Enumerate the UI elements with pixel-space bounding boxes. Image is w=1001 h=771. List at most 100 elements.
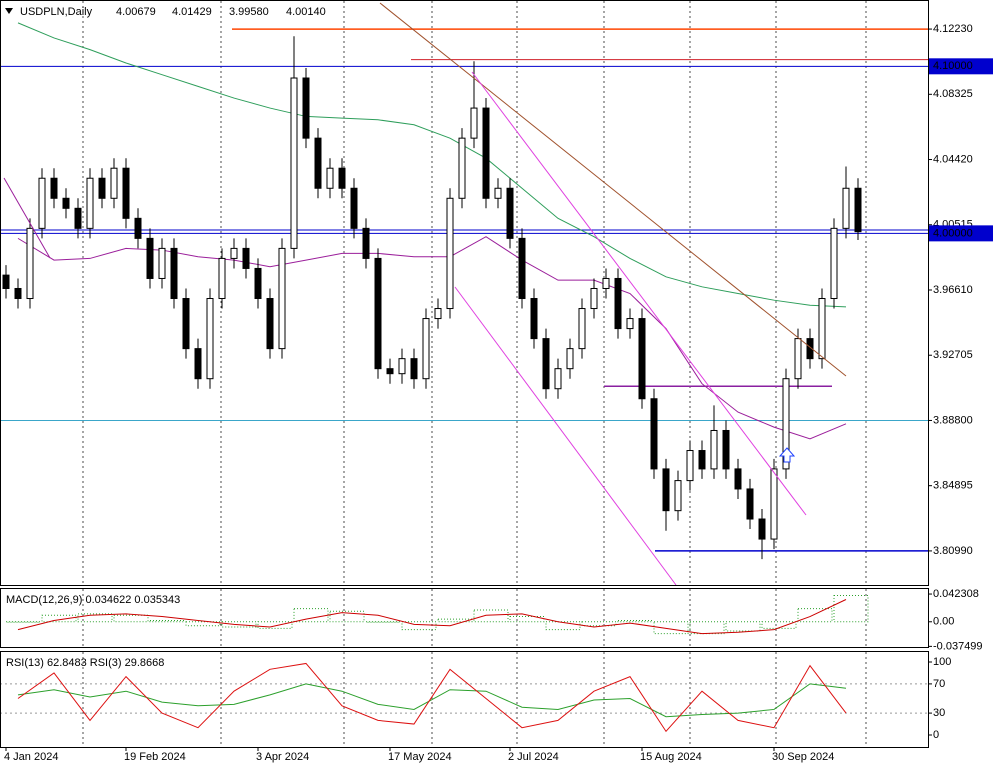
candle-body bbox=[62, 197, 70, 209]
macd-y-tick-label: -0.037499 bbox=[933, 640, 983, 652]
candle-body bbox=[146, 237, 154, 279]
candle-body bbox=[206, 298, 214, 380]
candle-body bbox=[602, 277, 610, 289]
macd-histogram-bar bbox=[221, 621, 257, 628]
y-tick-label: 3.88800 bbox=[933, 414, 973, 426]
candle-body bbox=[278, 247, 286, 350]
macd-histogram-bar bbox=[41, 614, 77, 623]
x-tick-label: 3 Apr 2024 bbox=[256, 751, 309, 763]
macd-histogram-bar bbox=[293, 608, 329, 623]
x-tick-label: 17 May 2024 bbox=[388, 751, 452, 763]
macd-title: MACD(12,26,9) 0.034622 0.035343 bbox=[6, 594, 180, 606]
rsi-y-tick-label: 30 bbox=[933, 707, 945, 719]
candle-body bbox=[110, 167, 118, 199]
candle-body bbox=[758, 518, 766, 540]
channel-line bbox=[454, 286, 677, 586]
candle-body bbox=[710, 429, 718, 470]
macd-histogram-bar bbox=[473, 609, 509, 623]
candle-body bbox=[698, 450, 706, 470]
candle-body bbox=[458, 137, 466, 199]
macd-histogram-bar bbox=[365, 621, 401, 623]
candle-body bbox=[350, 187, 358, 229]
candle-body bbox=[38, 177, 46, 229]
macd-histogram-bar bbox=[113, 614, 149, 623]
y-tick-label: 4.04420 bbox=[933, 153, 973, 165]
macd-histogram-bar bbox=[257, 621, 293, 629]
candle-body bbox=[830, 227, 838, 300]
candle-body bbox=[170, 247, 178, 300]
header-open: 4.00679 bbox=[116, 6, 156, 18]
candle-body bbox=[386, 368, 394, 375]
rsi-y-tick-label: 100 bbox=[933, 656, 951, 668]
macd-histogram-bar bbox=[5, 621, 41, 623]
rsi-panel-frame bbox=[0, 651, 929, 748]
x-tick-label: 19 Feb 2024 bbox=[124, 751, 186, 763]
candle-body bbox=[638, 318, 646, 400]
candle-body bbox=[122, 167, 130, 219]
candle-body bbox=[182, 298, 190, 350]
level-label-box bbox=[929, 58, 993, 75]
y-tick-label: 3.96610 bbox=[933, 284, 973, 296]
macd-histogram-bar bbox=[653, 621, 689, 635]
candle-body bbox=[398, 358, 406, 375]
candle-body bbox=[50, 177, 58, 199]
candle-body bbox=[326, 167, 334, 189]
candle-body bbox=[818, 298, 826, 360]
level-label: 4.10000 bbox=[933, 60, 973, 72]
candle-body bbox=[626, 318, 634, 330]
candle-body bbox=[482, 107, 490, 199]
candle-body bbox=[266, 298, 274, 350]
moving-average bbox=[17, 22, 847, 308]
candle-body bbox=[542, 338, 550, 390]
rsi-y-tick-label: 70 bbox=[933, 678, 945, 690]
candle-body bbox=[2, 274, 10, 289]
header-high: 4.01429 bbox=[172, 6, 212, 18]
candle-body bbox=[74, 207, 82, 229]
header-close: 4.00140 bbox=[286, 6, 326, 18]
macd-histogram-bar bbox=[725, 621, 761, 632]
candle-body bbox=[194, 348, 202, 380]
candle-body bbox=[494, 187, 502, 199]
candle-body bbox=[338, 167, 346, 189]
candle-body bbox=[134, 217, 142, 239]
plot-area bbox=[0, 1, 928, 747]
candle-body bbox=[470, 107, 478, 139]
candle-body bbox=[26, 227, 34, 300]
candle-body bbox=[770, 468, 778, 540]
arrow-marker bbox=[778, 447, 796, 463]
candle-body bbox=[434, 308, 442, 320]
x-tick-label: 4 Jan 2024 bbox=[4, 751, 58, 763]
candle-body bbox=[554, 368, 562, 390]
candle-body bbox=[410, 358, 418, 380]
main-panel-frame bbox=[0, 0, 929, 586]
candle-body bbox=[578, 308, 586, 350]
level-label: 4.00000 bbox=[933, 227, 973, 239]
trend-line bbox=[3, 177, 51, 259]
y-tick-label: 3.80990 bbox=[933, 545, 973, 557]
y-tick-label: 4.08325 bbox=[933, 88, 973, 100]
candle-body bbox=[614, 277, 622, 330]
candle-body bbox=[218, 257, 226, 300]
macd-histogram-bar bbox=[797, 608, 833, 623]
candle-body bbox=[686, 450, 694, 482]
candle-body bbox=[98, 177, 106, 199]
candle-body bbox=[590, 287, 598, 310]
y-tick-label: 4.12230 bbox=[933, 23, 973, 35]
candle-body bbox=[662, 468, 670, 512]
level-label-box bbox=[929, 225, 993, 242]
candle-body bbox=[746, 488, 754, 520]
macd-y-tick-label: 0.00 bbox=[933, 616, 954, 628]
chart-title: USDPLN,Daily bbox=[20, 6, 93, 18]
candle-body bbox=[302, 77, 310, 139]
y-tick-label: 3.84895 bbox=[933, 480, 973, 492]
candle-body bbox=[794, 338, 802, 380]
moving-average bbox=[17, 236, 847, 440]
candle-body bbox=[722, 429, 730, 470]
x-tick-label: 30 Sep 2024 bbox=[772, 751, 834, 763]
x-tick-label: 2 Jul 2024 bbox=[508, 751, 559, 763]
candle-body bbox=[782, 378, 790, 470]
macd-histogram-bar bbox=[581, 621, 617, 627]
macd-y-tick-label: 0.042308 bbox=[933, 588, 979, 600]
macd-panel-frame bbox=[0, 588, 929, 648]
header-low: 3.99580 bbox=[229, 6, 269, 18]
